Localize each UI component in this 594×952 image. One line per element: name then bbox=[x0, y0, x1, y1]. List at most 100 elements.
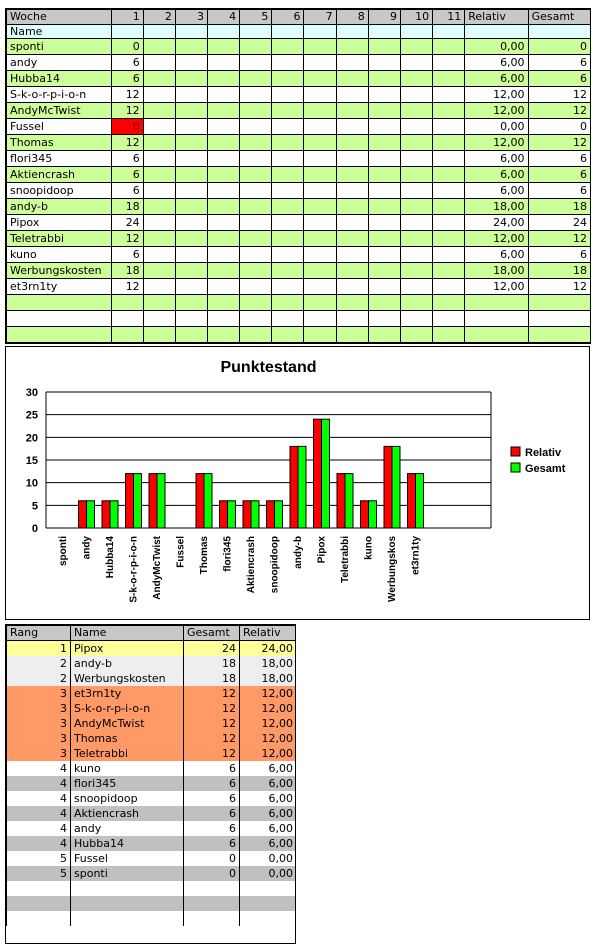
score-week-9-cell[interactable] bbox=[367, 326, 401, 343]
rank-gesamt-cell[interactable]: 0 bbox=[183, 851, 240, 866]
rank-relativ-cell[interactable]: 12,00 bbox=[239, 716, 295, 731]
score-name-cell[interactable]: Fussel bbox=[6, 118, 112, 135]
score-name-cell[interactable]: AndyMcTwist bbox=[6, 102, 112, 119]
score-gesamt-cell[interactable]: 12 bbox=[527, 86, 590, 103]
rank-header-rang[interactable]: Rang bbox=[6, 625, 71, 641]
score-week-10-cell[interactable] bbox=[399, 54, 434, 71]
score-gesamt-cell[interactable]: 12 bbox=[527, 230, 590, 247]
rank-relativ-cell[interactable]: 6,00 bbox=[239, 761, 295, 776]
score-week-11-cell[interactable] bbox=[432, 310, 466, 327]
score-week-1-cell[interactable] bbox=[110, 326, 144, 343]
score-gesamt-cell[interactable]: 12 bbox=[527, 102, 590, 119]
score-week-8-cell[interactable] bbox=[335, 214, 369, 231]
rank-name-cell[interactable]: Pipox bbox=[70, 640, 184, 656]
score-week-1-cell[interactable]: 12 bbox=[110, 230, 144, 247]
score-header-week-2[interactable]: 2 bbox=[142, 9, 176, 25]
rank-name-cell[interactable]: Teletrabbi bbox=[70, 746, 184, 761]
rank-name-cell[interactable]: sponti bbox=[70, 866, 184, 881]
score-header-week-8[interactable]: 8 bbox=[335, 9, 369, 25]
score-week-3-cell[interactable] bbox=[174, 278, 209, 295]
score-week-7-cell[interactable] bbox=[303, 70, 337, 87]
score-header-week-3[interactable]: 3 bbox=[174, 9, 209, 25]
score-week-4-cell[interactable] bbox=[206, 230, 241, 247]
score-week-7-cell[interactable] bbox=[303, 278, 337, 295]
rank-relativ-cell[interactable]: 0,00 bbox=[239, 866, 295, 881]
score-week-9-cell[interactable] bbox=[367, 182, 401, 199]
rank-relativ-cell[interactable]: 6,00 bbox=[239, 836, 295, 851]
rank-name-cell[interactable] bbox=[70, 881, 184, 896]
rank-relativ-cell[interactable]: 0,00 bbox=[239, 851, 295, 866]
score-week-6-cell[interactable] bbox=[271, 150, 305, 167]
score-relativ-cell[interactable]: 12,00 bbox=[464, 86, 529, 103]
score-week-2-cell[interactable] bbox=[142, 262, 176, 279]
score-relativ-cell[interactable]: 12,00 bbox=[464, 102, 529, 119]
score-week-7-cell[interactable] bbox=[303, 134, 337, 151]
score-week-7-cell[interactable] bbox=[303, 310, 337, 327]
score-week-5-cell[interactable] bbox=[239, 86, 273, 103]
score-week-8-cell[interactable] bbox=[335, 118, 369, 135]
score-relativ-cell[interactable]: 6,00 bbox=[464, 246, 529, 263]
rank-rang-cell[interactable]: 4 bbox=[6, 761, 71, 776]
score-week-10-cell[interactable] bbox=[399, 182, 434, 199]
score-week-11-cell[interactable] bbox=[432, 134, 466, 151]
score-week-5-cell[interactable] bbox=[239, 102, 273, 119]
score-week-9-cell[interactable] bbox=[367, 278, 401, 295]
rank-relativ-cell[interactable]: 12,00 bbox=[239, 686, 295, 701]
rank-gesamt-cell[interactable]: 12 bbox=[183, 701, 240, 716]
score-gesamt-cell[interactable]: 12 bbox=[527, 278, 590, 295]
score-week-10-cell[interactable] bbox=[399, 150, 434, 167]
score-week-4-cell[interactable] bbox=[206, 54, 241, 71]
rank-name-cell[interactable]: Fussel bbox=[70, 851, 184, 866]
score-week-7-cell[interactable] bbox=[303, 230, 337, 247]
score-week-10-cell[interactable] bbox=[399, 86, 434, 103]
score-week-8-cell[interactable] bbox=[335, 230, 369, 247]
score-week-2-cell[interactable] bbox=[142, 134, 176, 151]
score-week-1-cell[interactable]: 12 bbox=[110, 278, 144, 295]
score-week-2-cell[interactable] bbox=[142, 102, 176, 119]
score-week-10-cell[interactable] bbox=[399, 278, 434, 295]
score-week-9-cell[interactable] bbox=[367, 214, 401, 231]
rank-relativ-cell[interactable] bbox=[239, 881, 295, 896]
rank-relativ-cell[interactable]: 18,00 bbox=[239, 671, 295, 686]
score-week-10-cell[interactable] bbox=[399, 230, 434, 247]
score-week-2-cell[interactable] bbox=[142, 246, 176, 263]
rank-relativ-cell[interactable]: 6,00 bbox=[239, 806, 295, 821]
score-week-7-cell[interactable] bbox=[303, 166, 337, 183]
rank-name-cell[interactable]: Aktiencrash bbox=[70, 806, 184, 821]
score-week-5-cell[interactable] bbox=[239, 278, 273, 295]
score-gesamt-cell[interactable]: 18 bbox=[527, 198, 590, 215]
score-week-5-cell[interactable] bbox=[239, 118, 273, 135]
score-week-6-cell[interactable] bbox=[271, 278, 305, 295]
score-name-header-blank[interactable] bbox=[174, 24, 209, 39]
score-gesamt-cell[interactable]: 6 bbox=[527, 246, 590, 263]
score-week-4-cell[interactable] bbox=[206, 294, 241, 311]
score-week-6-cell[interactable] bbox=[271, 230, 305, 247]
score-week-2-cell[interactable] bbox=[142, 230, 176, 247]
score-name-cell[interactable]: Pipox bbox=[6, 214, 112, 231]
rank-name-cell[interactable]: Hubba14 bbox=[70, 836, 184, 851]
score-week-2-cell[interactable] bbox=[142, 310, 176, 327]
score-week-9-cell[interactable] bbox=[367, 310, 401, 327]
score-week-9-cell[interactable] bbox=[367, 246, 401, 263]
score-name-header-blank[interactable] bbox=[432, 24, 466, 39]
rank-rang-cell[interactable]: 5 bbox=[6, 851, 71, 866]
rank-relativ-cell[interactable] bbox=[239, 911, 295, 926]
score-week-4-cell[interactable] bbox=[206, 86, 241, 103]
score-header-week-11[interactable]: 11 bbox=[432, 9, 466, 25]
score-name-cell[interactable]: andy bbox=[6, 54, 112, 71]
score-week-1-cell[interactable]: 0 bbox=[110, 38, 144, 55]
score-week-4-cell[interactable] bbox=[206, 262, 241, 279]
score-name-header-blank[interactable] bbox=[110, 24, 144, 39]
score-relativ-cell[interactable]: 18,00 bbox=[464, 262, 529, 279]
rank-relativ-cell[interactable]: 6,00 bbox=[239, 776, 295, 791]
score-week-9-cell[interactable] bbox=[367, 166, 401, 183]
score-week-6-cell[interactable] bbox=[271, 166, 305, 183]
score-week-6-cell[interactable] bbox=[271, 102, 305, 119]
rank-rang-cell[interactable]: 2 bbox=[6, 671, 71, 686]
rank-gesamt-cell[interactable]: 24 bbox=[183, 640, 240, 656]
score-week-4-cell[interactable] bbox=[206, 150, 241, 167]
score-week-11-cell[interactable] bbox=[432, 246, 466, 263]
score-week-7-cell[interactable] bbox=[303, 214, 337, 231]
score-week-1-cell[interactable]: 6 bbox=[110, 182, 144, 199]
rank-rang-cell[interactable]: 4 bbox=[6, 791, 71, 806]
